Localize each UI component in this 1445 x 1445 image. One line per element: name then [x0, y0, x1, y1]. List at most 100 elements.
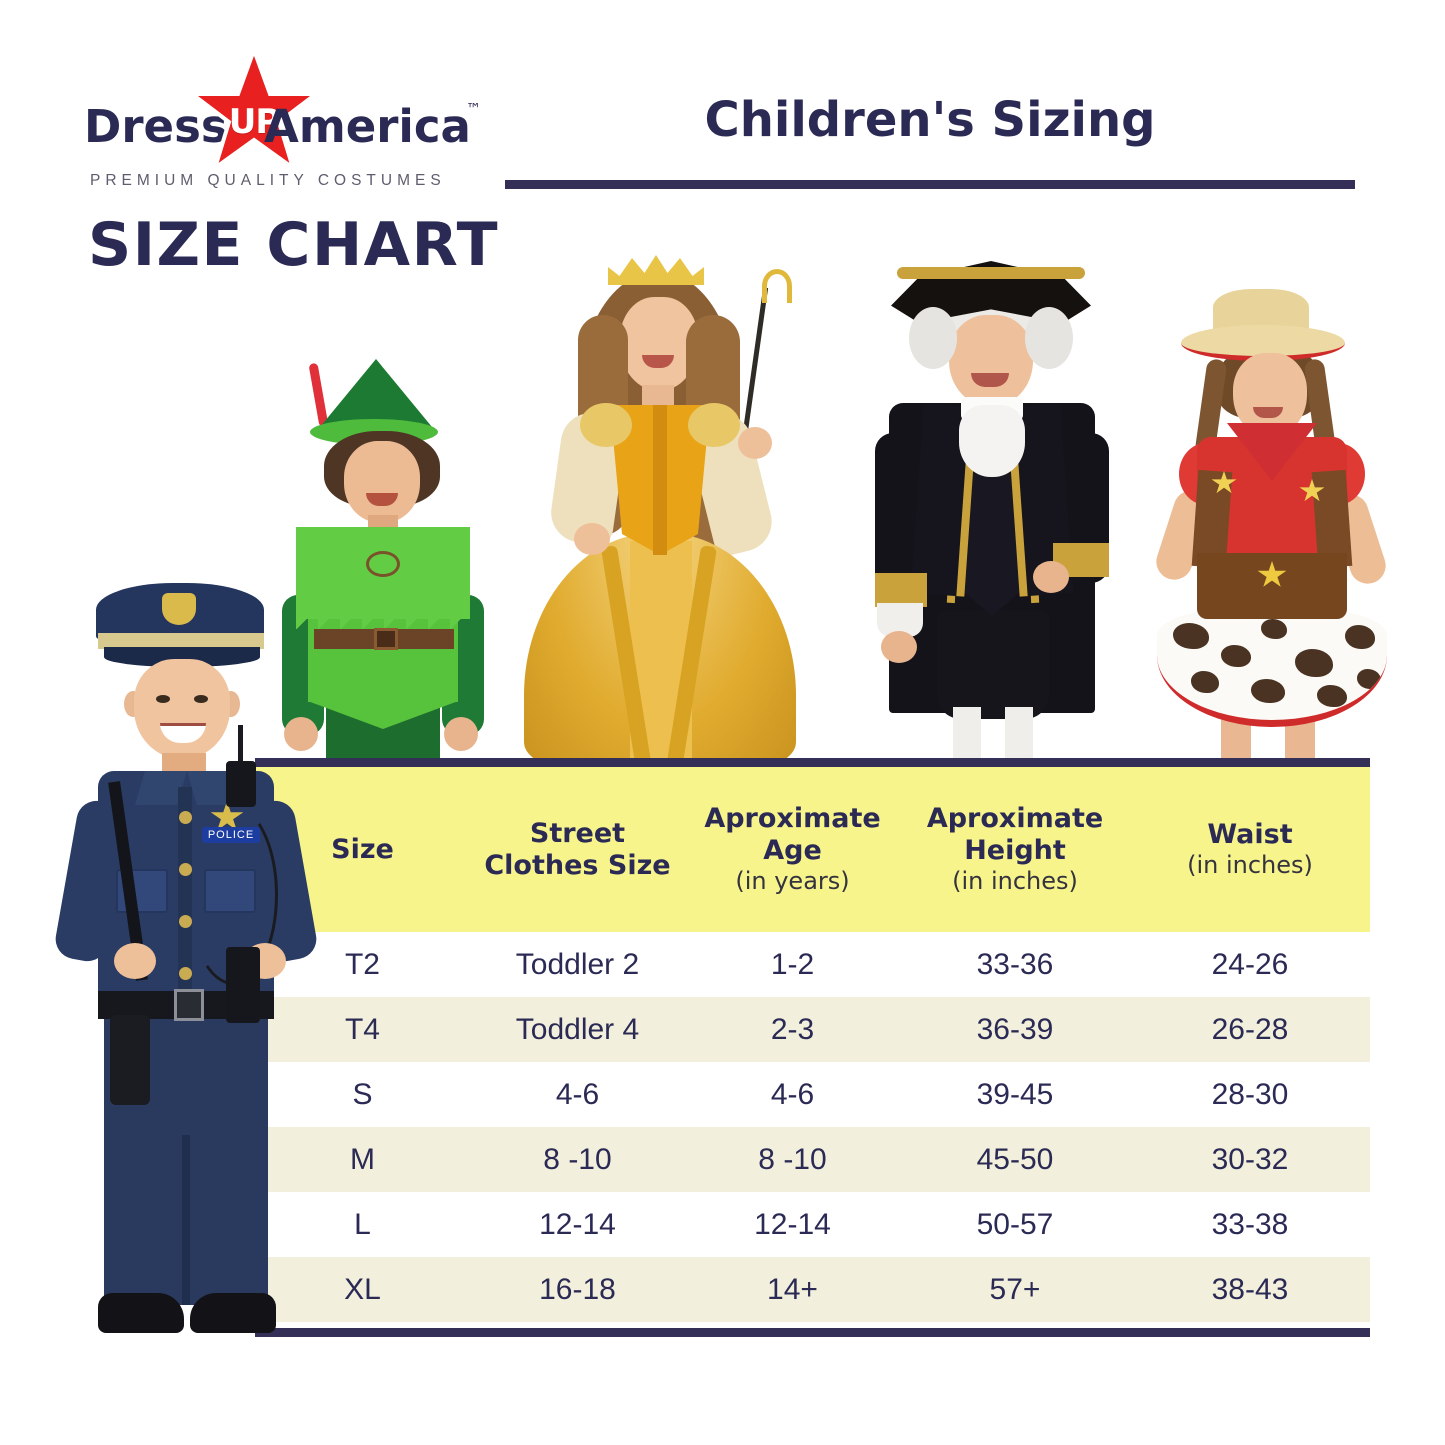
right-shoulder-puff: [688, 403, 740, 447]
wand-heart-icon: [762, 269, 792, 303]
face: [134, 659, 230, 759]
cowgirl-costume-photo: [1135, 275, 1405, 765]
right-hand: [1033, 561, 1069, 593]
cell-size: T2: [344, 947, 380, 981]
face: [949, 315, 1033, 407]
radio-antenna: [238, 725, 243, 765]
trademark-symbol: ™: [466, 100, 481, 118]
belt-buckle: [374, 628, 398, 650]
cow-print-skirt: [1157, 611, 1387, 727]
column-header-waist: Waist (in inches): [1130, 819, 1370, 879]
logo-star-text: UP: [228, 102, 281, 142]
right-hand: [444, 717, 478, 751]
column-header-approximate-age: Aproximate Age (in years): [685, 803, 900, 895]
cell-street-clothes-size: 12-14: [539, 1207, 616, 1241]
cell-size: M: [350, 1142, 375, 1176]
golden-princess-costume-photo: [470, 245, 840, 765]
logo-wordmark: Dress UP America ™: [70, 48, 500, 172]
cell-approximate-age: 8 -10: [758, 1142, 827, 1176]
column-header-approximate-age-label: Aproximate Age: [704, 803, 881, 867]
cell-approximate-height: 50-57: [976, 1207, 1054, 1241]
pant-leg-divide: [182, 1135, 190, 1305]
cell-waist: 30-32: [1211, 1142, 1289, 1176]
page-title: SIZE CHART: [88, 210, 500, 280]
tiara-icon: [608, 255, 704, 285]
costume-photo-band: [0, 220, 1445, 765]
police-officer-costume-photo: POLICE: [52, 575, 328, 1375]
left-hand: [881, 631, 917, 663]
sizing-table: Size Street Clothes Size Aproximate Age …: [255, 758, 1370, 1337]
cell-street-clothes-size: Toddler 2: [515, 947, 640, 981]
section-title: Children's Sizing: [704, 92, 1156, 148]
column-header-size-label: Size: [331, 833, 394, 865]
table-row: L 12-14 12-14 50-57 33-38: [255, 1192, 1370, 1257]
cell-approximate-age: 4-6: [770, 1077, 815, 1111]
table-row: T2 Toddler 2 1-2 33-36 24-26: [255, 932, 1370, 997]
cell-approximate-height: 39-45: [976, 1077, 1054, 1111]
smile: [160, 723, 206, 743]
cell-approximate-height: 33-36: [976, 947, 1054, 981]
hat-gold-trim: [897, 267, 1085, 279]
green-hat-cone: [320, 359, 432, 427]
colonial-boy-costume-photo: [855, 255, 1130, 765]
cell-approximate-age: 14+: [767, 1272, 818, 1306]
right-hand: [738, 427, 772, 459]
wig-curl-right: [1025, 307, 1073, 369]
cell-waist: 28-30: [1211, 1077, 1289, 1111]
left-eye: [156, 695, 170, 703]
table-header-row: Size Street Clothes Size Aproximate Age …: [255, 767, 1370, 932]
cap-gold-band: [98, 633, 264, 649]
cell-street-clothes-size: 16-18: [539, 1272, 616, 1306]
wand-stick: [740, 287, 769, 447]
table-top-divider: [255, 758, 1370, 767]
column-header-size: Size: [255, 834, 470, 866]
left-shoe: [98, 1293, 184, 1333]
cell-approximate-age: 2-3: [770, 1012, 815, 1046]
shoulder-radio: [226, 761, 256, 807]
stocking-right: [1005, 707, 1033, 763]
cell-approximate-age: 12-14: [754, 1207, 831, 1241]
cell-approximate-age: 1-2: [770, 947, 815, 981]
table-row: S 4-6 4-6 39-45 28-30: [255, 1062, 1370, 1127]
gold-cuff-left: [875, 573, 927, 607]
face: [344, 441, 420, 523]
belt-radio: [226, 947, 260, 1023]
left-hand: [284, 717, 318, 751]
peter-pan-costume-photo: [262, 345, 492, 765]
cell-size: S: [352, 1077, 373, 1111]
tunic-lacing: [366, 551, 400, 577]
cap-badge-icon: [162, 593, 196, 625]
column-header-waist-label: Waist: [1207, 819, 1293, 851]
table-row: T4 Toddler 4 2-3 36-39 26-28: [255, 997, 1370, 1062]
cell-waist: 24-26: [1211, 947, 1289, 981]
cell-size: XL: [344, 1272, 381, 1306]
left-hand: [574, 523, 610, 555]
bodice-trim: [653, 405, 667, 555]
cell-street-clothes-size: Toddler 4: [515, 1012, 640, 1046]
breeches: [937, 611, 1049, 719]
shirt-button: [179, 967, 192, 980]
cell-size: T4: [344, 1012, 380, 1046]
brand-tagline: PREMIUM QUALITY COSTUMES: [90, 172, 446, 189]
column-header-approximate-height: Aproximate Height (in inches): [900, 803, 1130, 895]
lace-jabot: [959, 405, 1025, 477]
left-hand: [114, 943, 156, 979]
right-eye: [194, 695, 208, 703]
column-header-street-clothes-size: Street Clothes Size: [470, 818, 685, 882]
title-divider: [505, 180, 1355, 189]
holster: [110, 1015, 150, 1105]
column-header-approximate-height-label: Aproximate Height: [926, 803, 1104, 867]
shirt-placket: [178, 787, 192, 999]
column-header-approximate-age-unit: (in years): [735, 867, 850, 896]
cell-approximate-height: 45-50: [976, 1142, 1054, 1176]
cap-brim: [104, 647, 260, 667]
cell-street-clothes-size: 8 -10: [543, 1142, 612, 1176]
column-header-approximate-height-unit: (in inches): [952, 867, 1078, 896]
cell-approximate-height: 57+: [989, 1272, 1041, 1306]
table-row: M 8 -10 8 -10 45-50 30-32: [255, 1127, 1370, 1192]
star-icon: UP: [190, 48, 318, 172]
smile: [971, 373, 1009, 387]
cell-street-clothes-size: 4-6: [555, 1077, 600, 1111]
logo-word-dress: Dress: [84, 100, 228, 153]
